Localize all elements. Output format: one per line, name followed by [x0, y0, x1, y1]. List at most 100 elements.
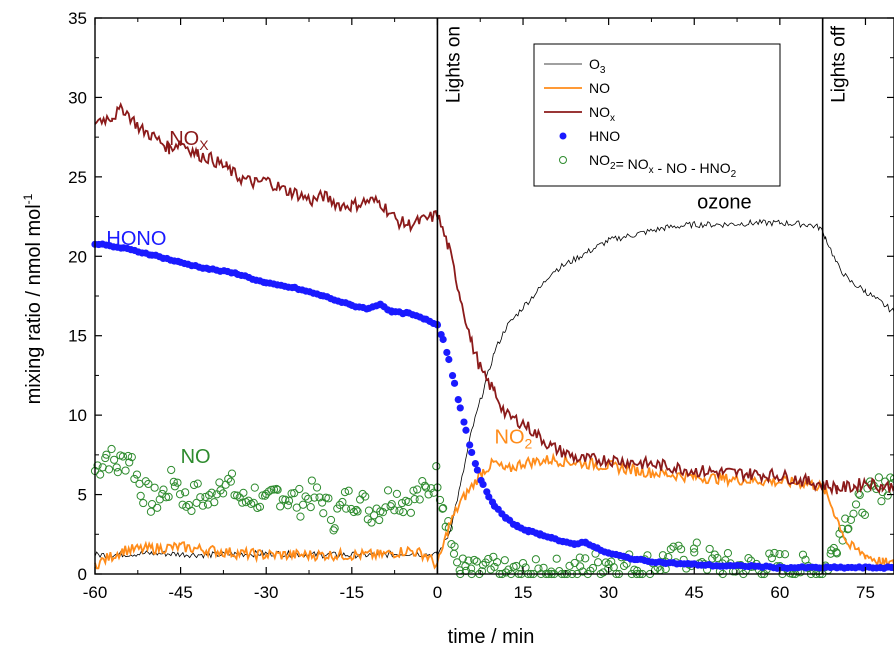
no2-point [132, 470, 142, 479]
no2-point [319, 509, 328, 518]
no2-point [107, 444, 116, 454]
no2-point [226, 477, 235, 486]
no2-point [470, 555, 479, 565]
no2-point [205, 491, 214, 500]
hono-point [439, 335, 447, 344]
no2-point [713, 553, 722, 563]
no2-point [843, 525, 852, 534]
series-line-o3 [94, 218, 894, 559]
no2-point [458, 554, 467, 563]
no2-point [272, 484, 281, 494]
hono-point [462, 426, 470, 434]
no2-point [113, 468, 122, 477]
no2-point [467, 564, 476, 573]
no2-point [287, 489, 296, 498]
no2-point [531, 555, 540, 564]
no2-point [765, 549, 774, 558]
no2-point [392, 489, 402, 498]
no2-point [619, 561, 629, 571]
no2-point [406, 508, 415, 517]
no2-point [723, 549, 733, 558]
x-tick-label: 60 [770, 583, 789, 602]
no2-point [93, 461, 102, 470]
no2-point [330, 524, 339, 533]
no2-point [841, 514, 850, 523]
no2-point [276, 502, 285, 511]
series-hono [91, 240, 894, 572]
hono-point [479, 480, 487, 489]
no2-point [112, 463, 121, 472]
no2-point [304, 494, 313, 503]
no2-point [453, 558, 462, 567]
no2-point [267, 485, 276, 494]
no2-point [361, 492, 370, 501]
x-tick-label: 30 [599, 583, 618, 602]
no2-point [281, 495, 290, 504]
no2-point [418, 477, 427, 486]
no2-point [500, 556, 509, 565]
no2-point [262, 489, 271, 498]
vertical-markers: Lights on Lights off [436, 18, 850, 574]
annotation-no: NO2 [495, 427, 533, 452]
y-axis-title: mixing ratio / nmol mol-1 [21, 193, 45, 404]
legend-item: NO2= NOx - NO - HNO2 [559, 152, 737, 180]
no2-point [139, 498, 148, 508]
no2-point [578, 567, 587, 576]
no2-point [127, 452, 136, 462]
no2-point [413, 485, 422, 494]
no2-point [264, 487, 273, 496]
no2-point [136, 491, 145, 500]
no2-point [164, 492, 173, 501]
legend-label: O3 [589, 56, 606, 76]
no2-point [705, 544, 714, 554]
no2-point [364, 506, 374, 515]
no2-point [169, 477, 178, 486]
legend-swatch [559, 156, 567, 164]
hono-point [454, 395, 462, 404]
y-tick-label: 5 [78, 486, 87, 505]
no2-point [798, 550, 808, 559]
no2-point [432, 462, 441, 471]
no2-point [141, 477, 150, 486]
no2-point [344, 486, 353, 495]
no2-point [207, 488, 216, 497]
no2-point [677, 545, 686, 554]
no2-point [130, 474, 139, 484]
no2-point [189, 480, 199, 490]
no2-point [534, 564, 543, 573]
no2-point [175, 490, 185, 499]
annotation-hono: HONO [106, 228, 166, 250]
no2-point [767, 553, 776, 563]
no2-point [250, 483, 259, 492]
series-no [94, 452, 894, 570]
no2-point [124, 451, 133, 461]
legend-box [533, 43, 781, 187]
no2-point [283, 501, 293, 510]
no2-point [552, 554, 561, 563]
no2-point [306, 503, 315, 512]
no2-point [198, 501, 207, 510]
no2-point [399, 508, 408, 517]
hono-point [471, 459, 479, 468]
no2-point [193, 479, 202, 488]
no2-point [599, 568, 608, 577]
no2-point [450, 542, 459, 551]
y-tick-label: 15 [68, 327, 87, 346]
no2-point [409, 486, 418, 495]
hono-point [448, 371, 457, 380]
no2-point [378, 508, 388, 517]
no2-point [477, 567, 487, 576]
no2-point [851, 500, 861, 509]
no2-point [329, 526, 338, 535]
legend-item: NOx [544, 104, 615, 124]
no2-point [770, 548, 779, 558]
no2-point [669, 542, 678, 551]
series-line-no [94, 452, 894, 570]
no2-point [435, 495, 445, 505]
series-line-nox [94, 101, 894, 496]
y-tick-label: 0 [78, 565, 87, 584]
no2-point [219, 489, 228, 498]
no2-point [326, 515, 336, 525]
hono-point [460, 418, 468, 426]
